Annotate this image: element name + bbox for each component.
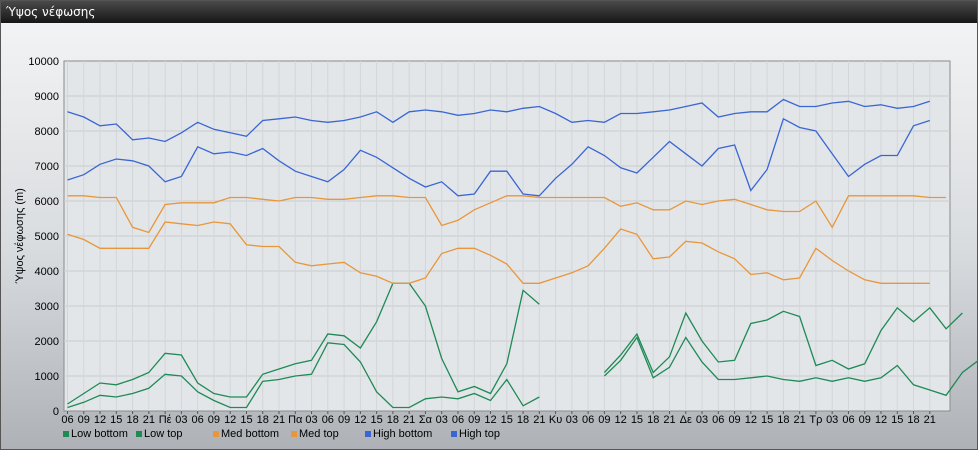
y-tick-label: 3000 — [35, 301, 59, 313]
x-tick-label: 15 — [631, 414, 643, 426]
x-tick-label: 18 — [777, 414, 789, 426]
x-tick-label: 12 — [745, 414, 757, 426]
x-tick-label: Πέ — [159, 414, 172, 426]
x-tick-label: 21 — [663, 414, 675, 426]
legend-swatch — [63, 431, 69, 437]
x-tick-label: 21 — [403, 414, 415, 426]
x-tick-label: 18 — [387, 414, 399, 426]
legend-label: Low top — [144, 428, 183, 440]
legend-swatch — [213, 431, 219, 437]
x-tick-label: Σα — [419, 414, 433, 426]
x-tick-label: Κυ — [549, 414, 562, 426]
x-tick-label: 18 — [517, 414, 529, 426]
y-tick-label: 1000 — [35, 371, 59, 383]
x-tick-label: 09 — [598, 414, 610, 426]
y-tick-label: 2000 — [35, 336, 59, 348]
x-tick-label: 09 — [728, 414, 740, 426]
x-tick-label: 18 — [257, 414, 269, 426]
legend-label: Low bottom — [71, 428, 128, 440]
legend-swatch — [365, 431, 371, 437]
x-tick-label: 09 — [78, 414, 90, 426]
x-tick-label: 15 — [371, 414, 383, 426]
x-tick-label: 12 — [94, 414, 106, 426]
x-tick-label: Πα — [288, 414, 303, 426]
x-tick-label: 06 — [842, 414, 854, 426]
x-tick-label: 15 — [891, 414, 903, 426]
x-tick-label: 21 — [273, 414, 285, 426]
x-tick-label: 21 — [143, 414, 155, 426]
x-tick-label: 06 — [192, 414, 204, 426]
y-tick-label: 5000 — [35, 231, 59, 243]
legend: Low bottom Low top Med bottom Med top High b… — [63, 428, 500, 440]
legend-swatch — [136, 431, 142, 437]
x-tick-label: 21 — [533, 414, 545, 426]
y-tick-label: 9000 — [35, 91, 59, 103]
x-tick-label: 15 — [761, 414, 773, 426]
x-tick-label: 09 — [468, 414, 480, 426]
y-axis-title: Ύψος νέφωσης (m) — [14, 188, 26, 284]
y-tick-label: 10000 — [28, 56, 59, 68]
legend-label: Med bottom — [221, 428, 279, 440]
x-tick-label: 18 — [126, 414, 138, 426]
x-tick-label: 06 — [712, 414, 724, 426]
legend-swatch — [291, 431, 297, 437]
x-tick-label: 21 — [794, 414, 806, 426]
y-tick-label: 4000 — [35, 266, 59, 278]
y-tick-label: 6000 — [35, 196, 59, 208]
x-tick-label: 03 — [305, 414, 317, 426]
x-tick-label: 18 — [907, 414, 919, 426]
x-tick-label: 12 — [224, 414, 236, 426]
x-tick-label: 06 — [322, 414, 334, 426]
x-tick-label: 15 — [240, 414, 252, 426]
x-tick-label: Τρ — [809, 414, 822, 426]
x-tick-label: 09 — [859, 414, 871, 426]
x-tick-label: 06 — [582, 414, 594, 426]
x-tick-label: 03 — [826, 414, 838, 426]
x-tick-label: 03 — [175, 414, 187, 426]
x-tick-label: 12 — [875, 414, 887, 426]
x-tick-label: 15 — [501, 414, 513, 426]
legend-label: High bottom — [373, 428, 432, 440]
x-tick-label: 06 — [452, 414, 464, 426]
x-tick-label: 12 — [354, 414, 366, 426]
x-tick-label: 09 — [208, 414, 220, 426]
x-tick-label: 09 — [338, 414, 350, 426]
x-tick-label: 03 — [696, 414, 708, 426]
legend-swatch — [451, 431, 457, 437]
x-tick-label: 12 — [615, 414, 627, 426]
legend-label: Med top — [299, 428, 339, 440]
x-tick-label: 15 — [110, 414, 122, 426]
x-tick-label: 03 — [566, 414, 578, 426]
legend-label: High top — [459, 428, 500, 440]
y-axis-ticks: 0 1000 2000 3000 4000 5000 6000 7000 8000 9000 100… — [28, 56, 59, 418]
x-tick-label: Δε — [680, 414, 692, 426]
y-tick-label: 7000 — [35, 161, 59, 173]
x-tick-label: 18 — [647, 414, 659, 426]
x-tick-label: 03 — [436, 414, 448, 426]
y-tick-label: 8000 — [35, 126, 59, 138]
x-tick-label: 06 — [61, 414, 73, 426]
x-tick-label: 12 — [484, 414, 496, 426]
y-tick-label: 0 — [53, 406, 59, 418]
x-tick-label: 21 — [924, 414, 936, 426]
